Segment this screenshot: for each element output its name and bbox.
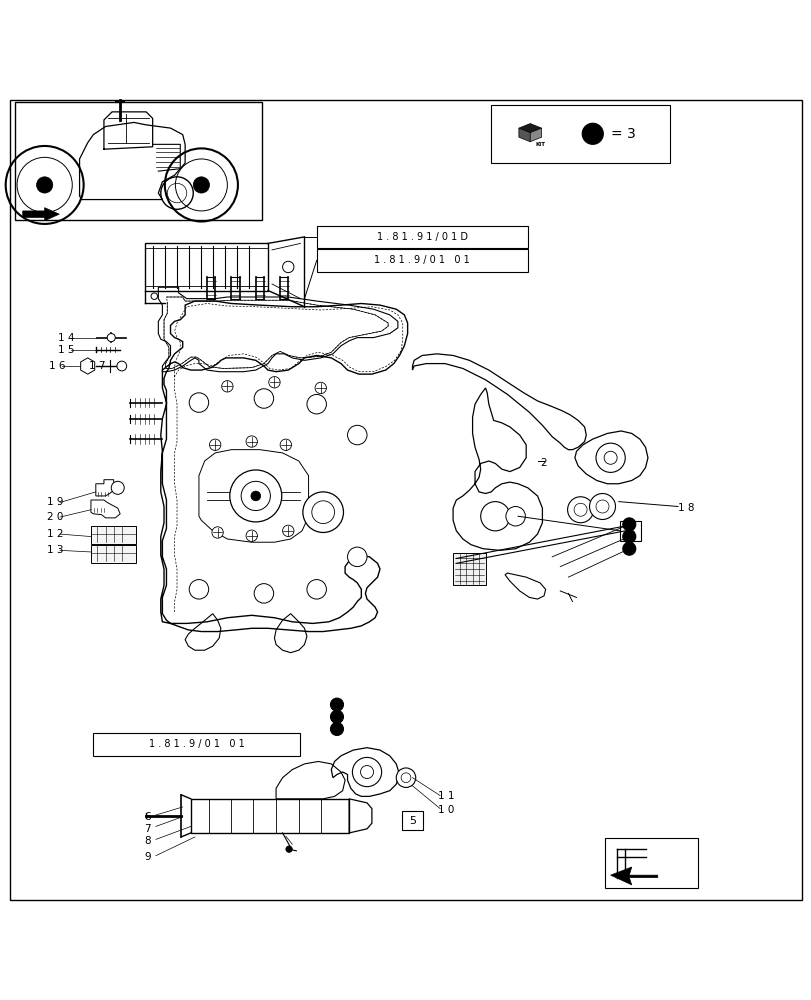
Text: 1 4: 1 4 (58, 333, 75, 343)
Circle shape (330, 722, 343, 735)
Circle shape (212, 527, 223, 538)
Text: 2: 2 (539, 458, 546, 468)
Circle shape (330, 698, 343, 711)
Circle shape (111, 481, 124, 494)
Circle shape (589, 494, 615, 519)
Circle shape (280, 439, 291, 450)
Circle shape (622, 530, 635, 543)
Polygon shape (91, 500, 120, 518)
Text: 2 0: 2 0 (47, 512, 63, 522)
Text: 9: 9 (144, 852, 151, 862)
Circle shape (117, 361, 127, 371)
Text: 1 3: 1 3 (47, 545, 63, 555)
Circle shape (352, 757, 381, 787)
Polygon shape (530, 128, 541, 142)
Circle shape (307, 580, 326, 599)
Text: 1 6: 1 6 (49, 361, 65, 371)
Circle shape (254, 389, 273, 408)
Text: 7: 7 (144, 824, 151, 834)
Circle shape (254, 584, 273, 603)
Circle shape (315, 382, 326, 394)
Circle shape (268, 377, 280, 388)
Circle shape (480, 502, 509, 531)
Circle shape (311, 501, 334, 524)
Circle shape (396, 768, 415, 787)
Text: 1 . 8 1 . 9 / 0 1   0 1: 1 . 8 1 . 9 / 0 1 0 1 (149, 739, 244, 749)
Circle shape (603, 451, 616, 464)
Circle shape (285, 846, 292, 852)
Circle shape (330, 710, 343, 723)
Circle shape (107, 334, 115, 342)
Text: KIT: KIT (535, 142, 545, 147)
Circle shape (595, 443, 624, 472)
Circle shape (241, 481, 270, 511)
Circle shape (282, 261, 294, 273)
Circle shape (581, 123, 603, 144)
Circle shape (230, 470, 281, 522)
Circle shape (246, 436, 257, 447)
Circle shape (193, 177, 209, 193)
Text: 6: 6 (144, 812, 151, 822)
Polygon shape (518, 128, 530, 142)
Circle shape (401, 773, 410, 783)
Polygon shape (518, 124, 541, 133)
Polygon shape (453, 553, 485, 585)
FancyBboxPatch shape (191, 799, 349, 833)
Polygon shape (96, 480, 114, 496)
Text: 1 0: 1 0 (438, 805, 454, 815)
Circle shape (622, 542, 635, 555)
Circle shape (303, 492, 343, 532)
Text: 1 9: 1 9 (47, 497, 63, 507)
Circle shape (282, 525, 294, 537)
Circle shape (595, 500, 608, 513)
Text: 1 2: 1 2 (47, 529, 63, 539)
Circle shape (221, 381, 233, 392)
Text: 5: 5 (409, 816, 415, 826)
Text: 1 8: 1 8 (677, 503, 693, 513)
Circle shape (209, 439, 221, 450)
Circle shape (347, 547, 367, 567)
Text: 1 1: 1 1 (438, 791, 454, 801)
Text: = 3: = 3 (611, 127, 635, 141)
Circle shape (505, 506, 525, 526)
Circle shape (189, 580, 208, 599)
Circle shape (151, 293, 157, 299)
Circle shape (246, 530, 257, 541)
Text: 1 5: 1 5 (58, 345, 75, 355)
Circle shape (360, 766, 373, 779)
Circle shape (251, 491, 260, 501)
Text: KIT: KIT (514, 142, 524, 147)
Polygon shape (23, 208, 59, 221)
Text: 4: 4 (627, 526, 633, 536)
Polygon shape (610, 867, 657, 885)
Text: 1 . 8 1 . 9 1 / 0 1 D: 1 . 8 1 . 9 1 / 0 1 D (376, 232, 467, 242)
Text: 8: 8 (144, 836, 151, 846)
Circle shape (307, 394, 326, 414)
Circle shape (36, 177, 53, 193)
FancyBboxPatch shape (91, 545, 135, 563)
FancyBboxPatch shape (144, 243, 268, 291)
Circle shape (567, 497, 593, 523)
Text: 1 . 8 1 . 9 / 0 1   0 1: 1 . 8 1 . 9 / 0 1 0 1 (374, 255, 470, 265)
FancyBboxPatch shape (91, 526, 135, 544)
Circle shape (189, 393, 208, 412)
Circle shape (347, 425, 367, 445)
Text: 1 7: 1 7 (89, 361, 105, 371)
Circle shape (622, 518, 635, 531)
Circle shape (573, 503, 586, 516)
Polygon shape (80, 358, 95, 374)
